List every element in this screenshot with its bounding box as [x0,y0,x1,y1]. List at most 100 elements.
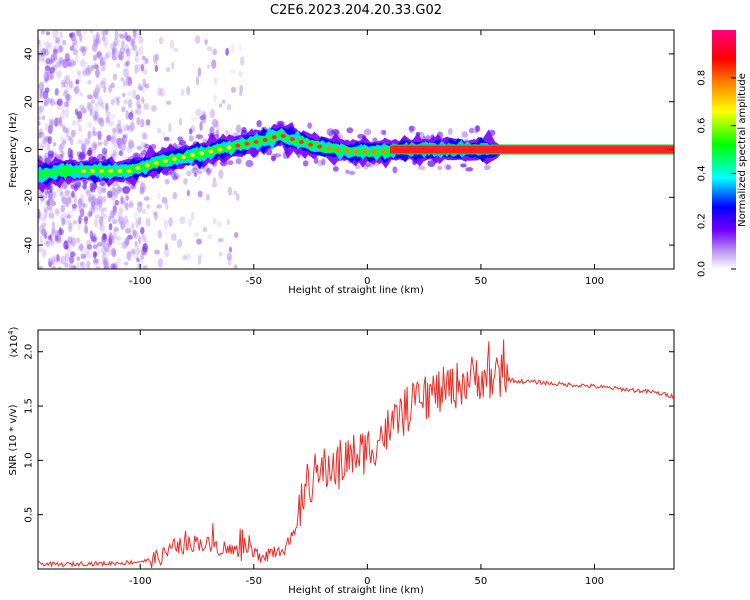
noise-speckle [68,263,72,269]
noise-speckle [47,150,55,157]
noise-speckle [71,190,75,198]
noise-speckle [168,122,172,133]
noise-speckle [59,191,64,197]
spectrogram-x-tick-label: 0 [364,276,370,287]
noise-speckle [136,263,140,269]
noise-speckle [95,84,101,94]
noise-speckle [54,254,60,264]
noise-speckle [38,142,42,150]
noise-speckle [99,51,103,57]
noise-speckle [79,192,85,203]
noise-speckle [67,219,72,230]
noise-speckle [87,79,92,85]
noise-speckle [101,147,108,155]
noise-speckle [132,89,137,99]
spectrogram-panel: -100 -50 0 50 100 -40 -20 0 20 40 Height of stra… [8,29,675,296]
noise-speckle [346,127,354,134]
noise-speckle [188,128,193,135]
noise-speckle [55,209,60,214]
noise-speckle [68,154,73,161]
noise-speckle [64,252,70,262]
noise-speckle [179,216,186,225]
noise-speckle [74,54,80,62]
noise-speckle [70,31,76,42]
noise-speckle [134,64,139,75]
noise-speckle [197,176,201,181]
noise-speckle [135,94,141,101]
noise-speckle [112,203,117,214]
noise-speckle [63,240,69,250]
noise-speckle [136,145,143,151]
noise-speckle [95,68,100,78]
noise-speckle [56,253,60,262]
noise-speckle [138,235,142,245]
spectrogram-y-tick-label: 40 [24,48,35,61]
noise-speckle [38,39,41,45]
noise-speckle [38,89,42,99]
noise-speckle [118,215,125,224]
noise-speckle [363,128,372,136]
noise-speckle [185,253,191,261]
ridge-band-red-flat [390,146,674,153]
noise-speckle [47,235,52,240]
noise-speckle [226,104,232,111]
noise-speckle [76,30,82,37]
noise-speckle [97,186,103,195]
noise-speckle [460,163,467,168]
noise-speckle [52,45,57,55]
noise-speckle [60,218,66,225]
noise-speckle [446,164,452,170]
noise-speckle [226,218,231,226]
noise-speckle [116,63,121,68]
noise-speckle [92,34,96,45]
noise-speckle [50,239,55,246]
noise-speckle [72,219,78,225]
noise-speckle [92,258,99,266]
noise-speckle [44,122,49,132]
noise-speckle [112,48,118,56]
noise-speckle [109,210,115,219]
noise-speckle [38,211,42,220]
noise-speckle [94,115,100,121]
noise-speckle [68,222,74,227]
noise-speckle [240,56,245,67]
noise-speckle [116,257,122,264]
noise-speckle [136,116,141,126]
ridge-peak-blob [162,158,168,163]
noise-speckle [41,115,46,121]
noise-speckle [65,109,69,119]
noise-speckle [85,67,91,77]
noise-speckle [41,227,47,237]
noise-speckle [134,54,139,63]
noise-speckle [125,194,130,201]
ridge-peak-blob [371,149,377,154]
noise-speckle [57,266,62,269]
noise-speckle [49,66,55,74]
noise-speckle [102,233,106,241]
noise-speckle [321,158,326,166]
noise-speckle [103,242,110,252]
noise-speckle [225,130,229,136]
spectrogram-x-tick-label: 50 [475,276,488,287]
noise-speckle [49,74,55,80]
spectrogram-x-label: Height of straight line (km) [288,285,424,296]
noise-speckle [110,247,117,257]
noise-speckle [104,52,109,60]
noise-speckle [62,92,67,97]
noise-speckle [46,62,52,67]
noise-speckle [157,258,164,268]
noise-speckle [151,104,157,112]
noise-speckle [233,190,238,196]
noise-speckle [71,61,76,67]
noise-speckle [131,44,138,52]
noise-speckle [212,177,217,183]
noise-speckle [227,160,234,166]
noise-speckle [56,60,62,68]
colorbar: 0.0 0.2 0.4 0.6 0.8 Normalized spectral ampl… [697,30,748,277]
noise-speckle [126,35,132,42]
noise-speckle [140,64,145,72]
noise-speckle [65,99,69,108]
noise-speckle [238,70,243,78]
noise-speckle [82,183,87,190]
noise-speckle [121,134,127,145]
